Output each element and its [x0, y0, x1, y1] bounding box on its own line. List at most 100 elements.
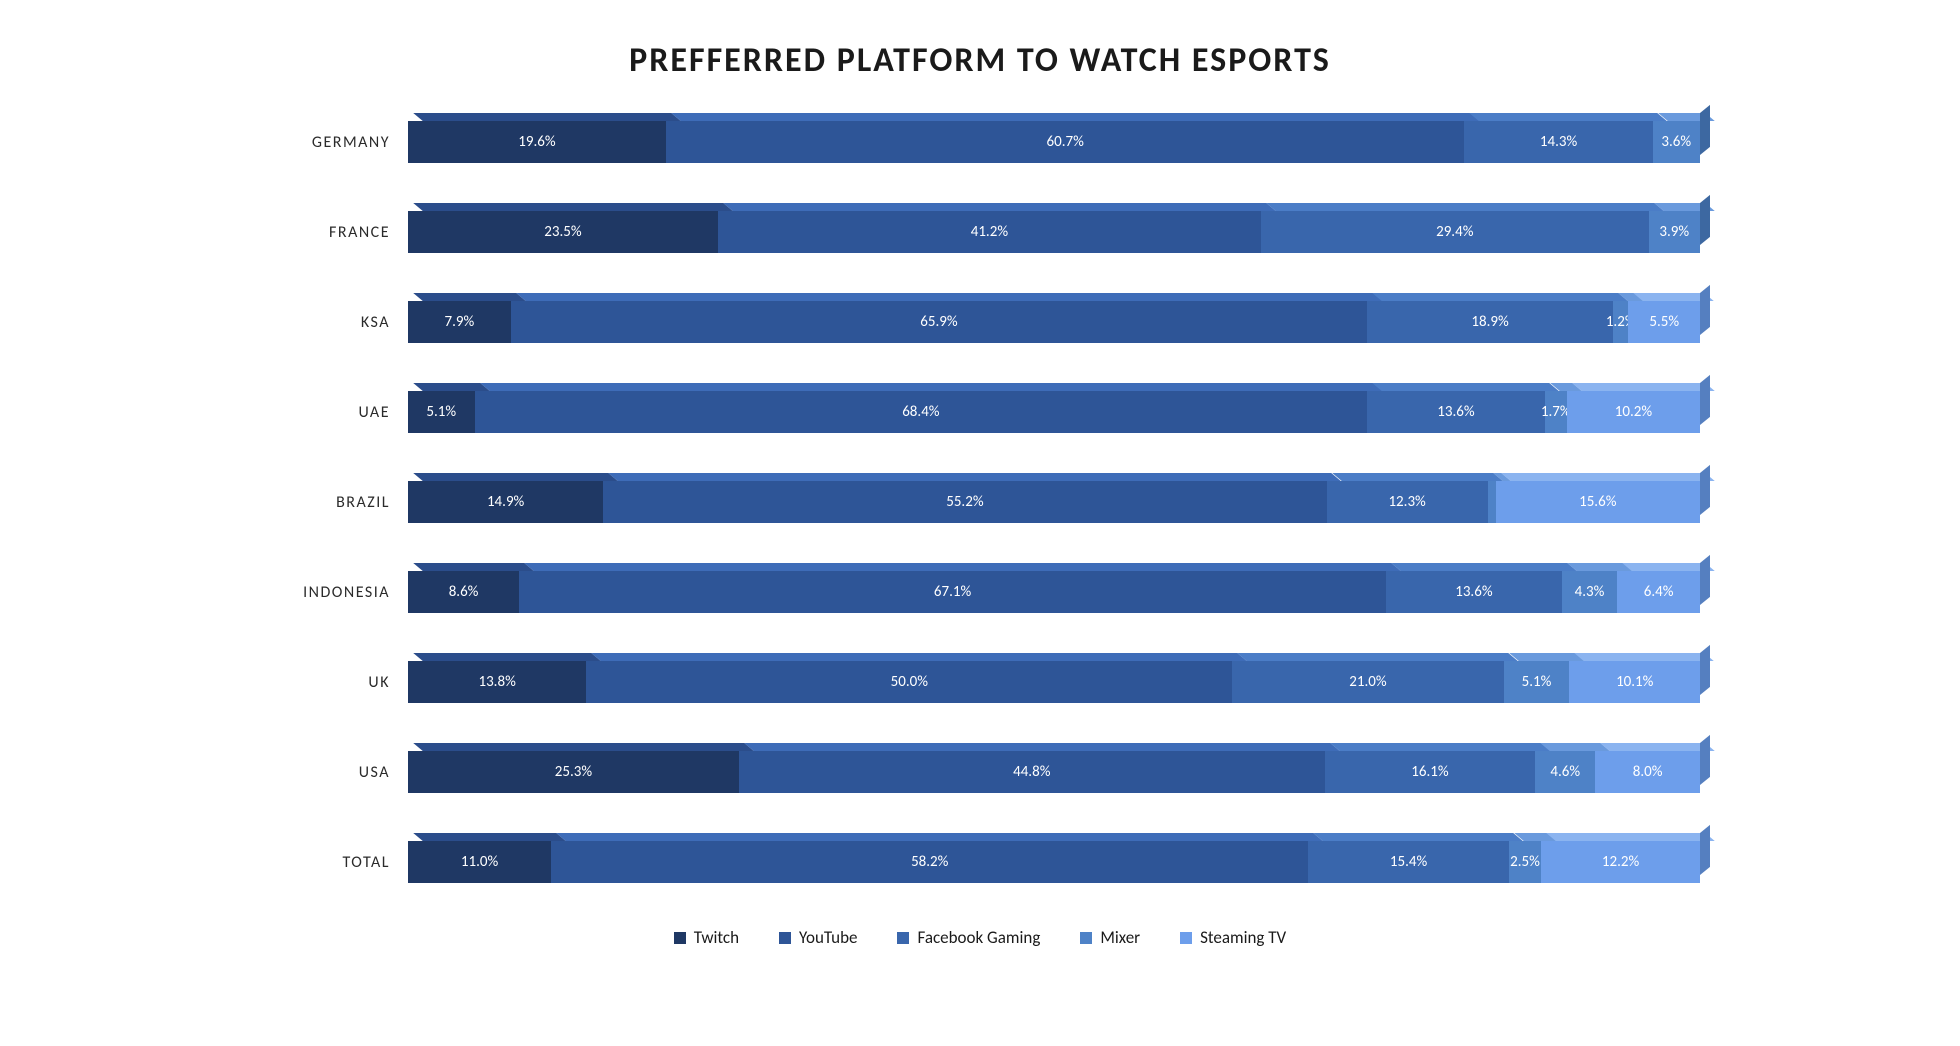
bar-side-bevel — [1700, 285, 1710, 335]
chart-row: BRAZIL14.9%55.2%12.3%15.6% — [260, 471, 1700, 533]
bar-top-segment — [1601, 743, 1715, 751]
bar-side-bevel — [1700, 735, 1710, 785]
bar-segment: 8.0% — [1595, 751, 1700, 793]
bar-value-label: 18.9% — [1471, 313, 1508, 331]
bar-top-segment — [524, 563, 1400, 571]
bar-segment: 12.2% — [1541, 841, 1700, 883]
legend-swatch-icon — [779, 932, 791, 944]
legend-item: Steaming TV — [1180, 927, 1286, 948]
bar-top-bevel — [418, 833, 1710, 841]
bar-top-segment — [1391, 563, 1576, 571]
chart-row: INDONESIA8.6%67.1%13.6%4.3%6.4% — [260, 561, 1700, 623]
bar-segment: 15.6% — [1496, 481, 1700, 523]
bar-segment: 13.6% — [1367, 391, 1544, 433]
stacked-bar: 19.6%60.7%14.3%3.6% — [408, 121, 1700, 163]
bar-segment: 23.5% — [408, 211, 718, 253]
bar-value-label: 4.3% — [1575, 583, 1605, 601]
bar-value-label: 13.6% — [1455, 583, 1492, 601]
legend-swatch-icon — [897, 932, 909, 944]
bar-value-label: 55.2% — [946, 493, 983, 511]
bar-segment: 21.0% — [1232, 661, 1503, 703]
stacked-bar: 5.1%68.4%13.6%1.7%10.2% — [408, 391, 1700, 433]
chart-rows: GERMANY19.6%60.7%14.3%3.6%FRANCE23.5%41.… — [260, 111, 1700, 921]
legend-swatch-icon — [1080, 932, 1092, 944]
bar-top-segment — [723, 203, 1276, 211]
bar-face: 8.6%67.1%13.6%4.3%6.4% — [408, 571, 1700, 613]
bar-top-segment — [1509, 653, 1584, 661]
chart-row: KSA7.9%65.9%18.9%1.2%5.5% — [260, 291, 1700, 353]
stacked-bar: 8.6%67.1%13.6%4.3%6.4% — [408, 571, 1700, 613]
chart-title: PREFFERRED PLATFORM TO WATCH ESPORTS — [260, 40, 1700, 81]
bar-segment: 5.1% — [1504, 661, 1570, 703]
bar-value-label: 2.5% — [1510, 853, 1540, 871]
bar-side-bevel — [1700, 465, 1710, 515]
bar-segment: 10.2% — [1567, 391, 1700, 433]
bar-value-label: 15.4% — [1390, 853, 1427, 871]
bar-segment — [1488, 481, 1496, 523]
legend-label: Steaming TV — [1200, 927, 1286, 948]
bar-value-label: 5.1% — [1522, 673, 1552, 691]
bar-value-label: 21.0% — [1349, 673, 1386, 691]
bar-top-segment — [1572, 383, 1715, 391]
bar-face: 25.3%44.8%16.1%4.6%8.0% — [408, 751, 1700, 793]
bar-value-label: 14.9% — [487, 493, 524, 511]
bar-segment: 6.4% — [1617, 571, 1700, 613]
bar-top-segment — [413, 653, 601, 661]
bar-top-segment — [1266, 203, 1663, 211]
bar-top-segment — [608, 473, 1341, 481]
chart-legend: TwitchYouTubeFacebook GamingMixerSteamin… — [260, 927, 1700, 948]
bar-value-label: 65.9% — [920, 313, 957, 331]
legend-swatch-icon — [674, 932, 686, 944]
bar-segment: 68.4% — [475, 391, 1368, 433]
bar-value-label: 60.7% — [1047, 133, 1084, 151]
bar-value-label: 13.6% — [1437, 403, 1474, 421]
bar-segment: 67.1% — [519, 571, 1386, 613]
bar-top-segment — [480, 383, 1382, 391]
chart-container: PREFFERRED PLATFORM TO WATCH ESPORTS GER… — [230, 0, 1730, 968]
legend-item: Twitch — [674, 927, 739, 948]
bar-face: 23.5%41.2%29.4%3.9% — [408, 211, 1700, 253]
bar-top-segment — [1372, 383, 1559, 391]
category-label: TOTAL — [260, 853, 408, 872]
bar-segment: 44.8% — [739, 751, 1325, 793]
bar-segment: 65.9% — [511, 301, 1368, 343]
bar-segment: 25.3% — [408, 751, 739, 793]
bar-top-segment — [1332, 473, 1503, 481]
bar-segment: 16.1% — [1325, 751, 1536, 793]
bar-face: 7.9%65.9%18.9%1.2%5.5% — [408, 301, 1700, 343]
bar-value-label: 15.6% — [1579, 493, 1616, 511]
bar-value-label: 10.2% — [1615, 403, 1652, 421]
bar-top-segment — [556, 833, 1323, 841]
bar-segment: 58.2% — [551, 841, 1308, 883]
stacked-bar: 11.0%58.2% 15.4% 2.5% 12.2% — [408, 841, 1700, 883]
bar-segment: 2.5% — [1509, 841, 1542, 883]
category-label: INDONESIA — [260, 583, 408, 602]
bar-top-segment — [413, 833, 566, 841]
legend-item: Facebook Gaming — [897, 927, 1040, 948]
bar-top-bevel — [418, 113, 1710, 121]
bar-side-bevel — [1700, 645, 1710, 695]
stacked-bar: 23.5%41.2%29.4%3.9% — [408, 211, 1700, 253]
bar-value-label: 29.4% — [1436, 223, 1473, 241]
chart-row: UK13.8%50.0%21.0%5.1%10.1% — [260, 651, 1700, 713]
bar-value-label: 19.6% — [518, 133, 555, 151]
stacked-bar: 13.8%50.0%21.0%5.1%10.1% — [408, 661, 1700, 703]
bar-segment: 4.3% — [1562, 571, 1618, 613]
bar-value-label: 23.5% — [544, 223, 581, 241]
bar-value-label: 5.1% — [426, 403, 456, 421]
bar-top-segment — [671, 113, 1479, 121]
bar-face: 14.9% 55.2% 12.3% 15.6% — [408, 481, 1700, 523]
bar-top-segment — [413, 563, 534, 571]
legend-item: YouTube — [779, 927, 857, 948]
bar-segment: 60.7% — [666, 121, 1465, 163]
bar-segment: 11.0% — [408, 841, 551, 883]
bar-segment: 12.3% — [1327, 481, 1488, 523]
bar-value-label: 12.2% — [1602, 853, 1639, 871]
bar-segment: 3.9% — [1649, 211, 1700, 253]
bar-face: 13.8%50.0%21.0%5.1%10.1% — [408, 661, 1700, 703]
legend-label: YouTube — [799, 927, 857, 948]
bar-value-label: 68.4% — [902, 403, 939, 421]
bar-value-label: 14.3% — [1540, 133, 1577, 151]
bar-side-bevel — [1700, 105, 1710, 155]
bar-top-segment — [744, 743, 1339, 751]
